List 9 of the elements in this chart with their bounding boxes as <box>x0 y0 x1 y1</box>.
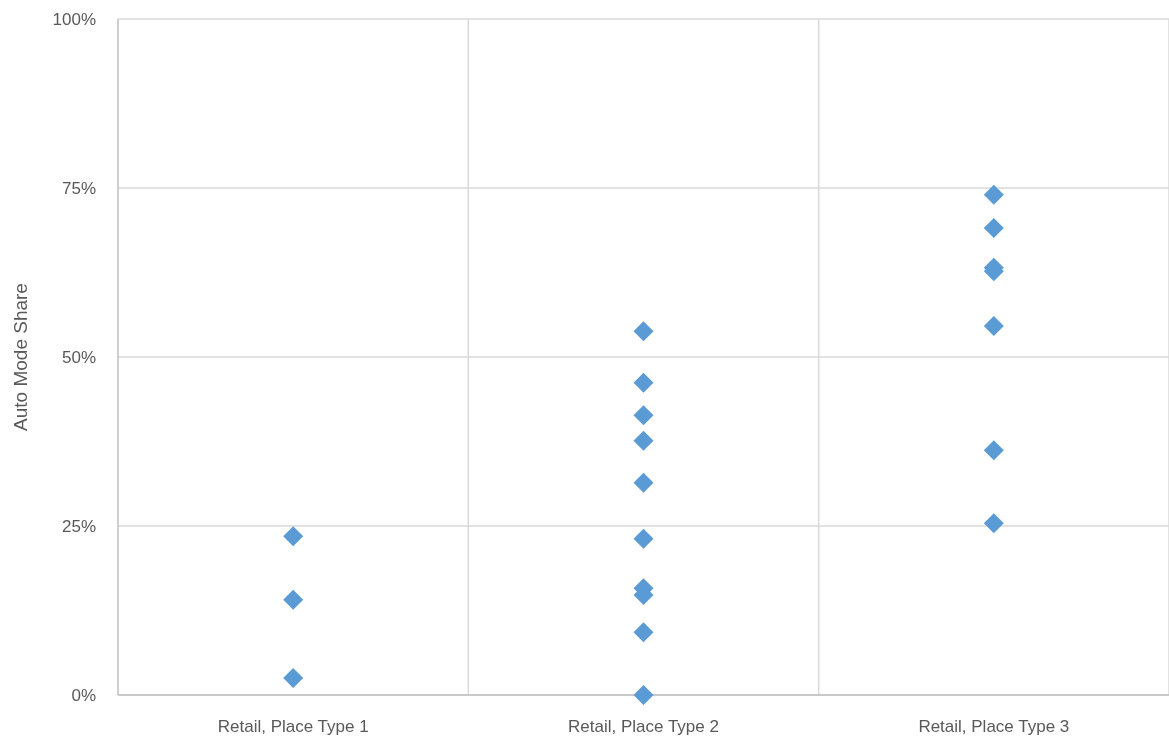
x-tick-label: Retail, Place Type 1 <box>217 717 369 736</box>
x-tick-label: Retail, Place Type 2 <box>568 717 719 736</box>
x-tick-label: Retail, Place Type 3 <box>918 717 1070 736</box>
y-tick-label: 25% <box>61 516 96 536</box>
y-tick-label: 100% <box>52 9 96 29</box>
y-tick-label: 75% <box>61 178 96 198</box>
y-tick-label: 50% <box>61 347 96 367</box>
y-tick-label: 0% <box>71 685 96 705</box>
y-axis-title: Auto Mode Share <box>10 283 31 431</box>
